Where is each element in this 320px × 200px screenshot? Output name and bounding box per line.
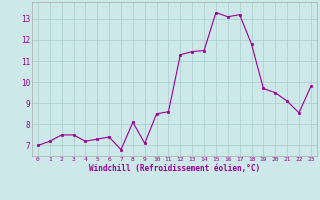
X-axis label: Windchill (Refroidissement éolien,°C): Windchill (Refroidissement éolien,°C) — [89, 164, 260, 173]
